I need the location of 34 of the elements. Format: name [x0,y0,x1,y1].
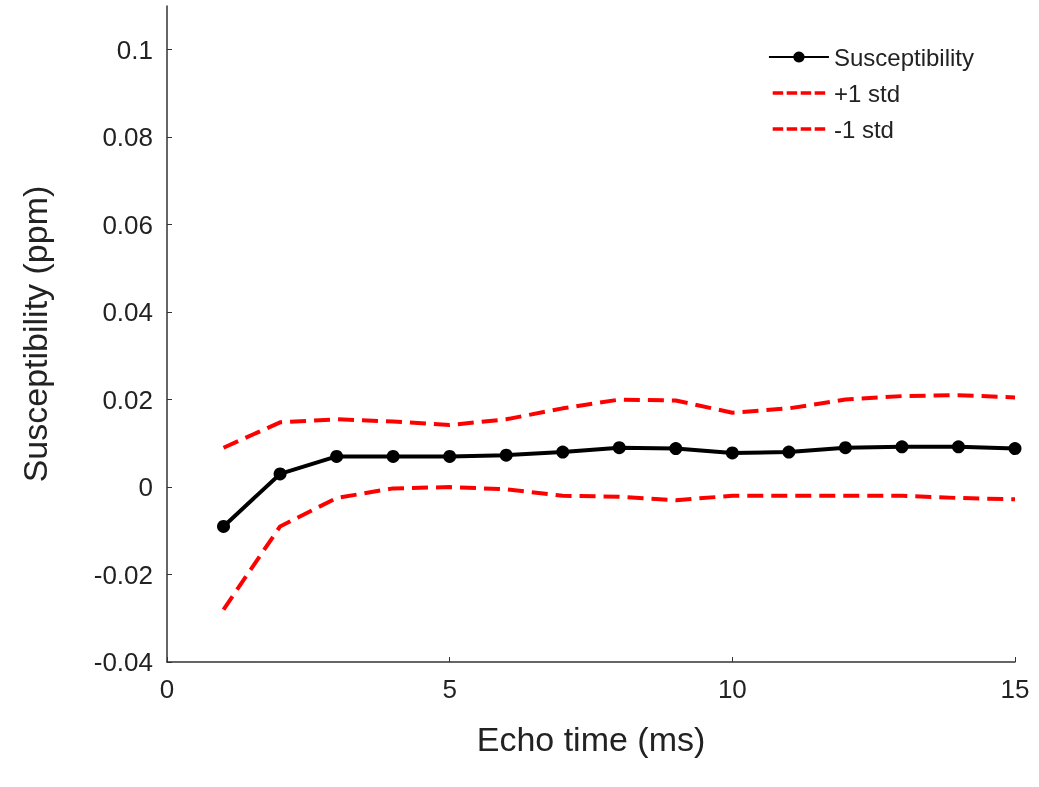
x-tick-label: 5 [442,674,457,704]
point [725,446,739,460]
y-axis-title: Susceptibility (ppm) [16,185,54,483]
point [782,445,796,459]
line-series [221,393,1017,450]
legend-label: +1 std [833,79,900,107]
x-tick-label: 10 [717,674,747,704]
y-tick-label: 0.08 [102,122,153,153]
point [556,445,570,459]
point [838,441,852,455]
y-tick-label: 0 [138,472,153,503]
point [951,440,965,454]
line-series [221,485,1017,612]
point [443,449,457,463]
legend-label: Susceptibility [833,43,974,71]
y-tick-label: -0.04 [93,647,153,677]
y-tick-label: 0.06 [102,209,153,240]
y-tick-label: 0.04 [102,297,153,328]
legend-label: -1 std [833,115,894,143]
point [669,442,683,456]
point [1008,442,1022,456]
x-axis-title: Echo time (ms) [476,720,706,758]
point [499,448,513,462]
point [217,519,231,533]
point [273,467,287,481]
y-tick-label: -0.02 [93,559,153,590]
y-tick-label: 0.02 [102,384,153,415]
point [386,449,400,463]
x-tick-label: 0 [159,674,175,704]
point [895,440,909,454]
point [612,441,626,455]
y-tick-label: 0.1 [116,34,153,65]
x-tick-label: 15 [1000,674,1030,704]
point [330,449,344,463]
